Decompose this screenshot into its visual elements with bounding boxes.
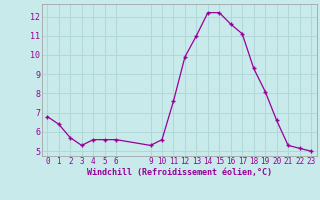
X-axis label: Windchill (Refroidissement éolien,°C): Windchill (Refroidissement éolien,°C): [87, 168, 272, 177]
